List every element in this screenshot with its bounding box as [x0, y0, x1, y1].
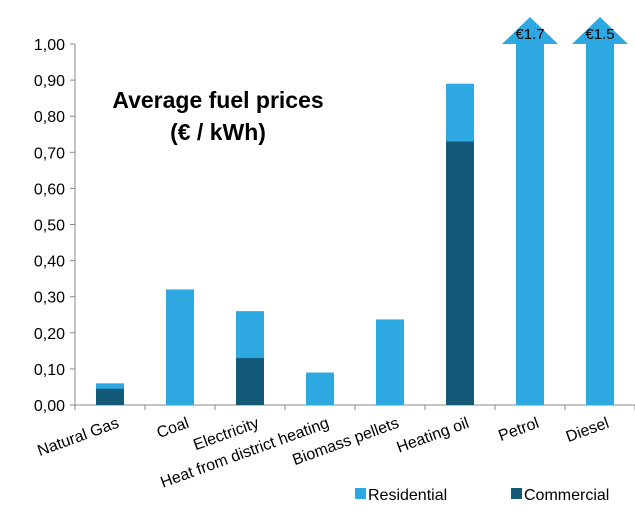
chart-title: Average fuel prices: [112, 87, 323, 113]
y-tick-label: 1,00: [34, 37, 65, 54]
y-tick-label: 0,70: [34, 145, 65, 162]
x-tick-label: Natural Gas: [35, 415, 121, 460]
legend-label: Residential: [368, 487, 447, 504]
bar: [166, 289, 194, 405]
x-tick-label: Coal: [155, 415, 192, 442]
bar: [236, 358, 264, 405]
chart-subtitle: (€ / kWh): [170, 119, 266, 145]
y-tick-label: 0,50: [34, 218, 65, 235]
bar: [306, 372, 334, 405]
y-tick-label: 0,10: [34, 362, 65, 379]
x-tick-label: Heating oil: [395, 415, 472, 457]
x-tick-label: Petrol: [496, 415, 541, 445]
legend-swatch: [355, 488, 366, 499]
y-tick-label: 0,90: [34, 73, 65, 90]
y-tick-label: 0,60: [34, 181, 65, 198]
bar: [446, 141, 474, 405]
overflow-arrow: [572, 17, 628, 405]
y-tick-label: 0,20: [34, 326, 65, 343]
overflow-arrow: [502, 17, 558, 405]
y-tick-label: 0,80: [34, 109, 65, 126]
value-label: €1.5: [585, 26, 614, 43]
legend-label: Commercial: [524, 487, 609, 504]
value-label: €1.7: [515, 26, 544, 43]
bar: [376, 319, 404, 405]
y-tick-label: 0,00: [34, 398, 65, 415]
y-tick-label: 0,40: [34, 254, 65, 271]
y-tick-label: 0,30: [34, 290, 65, 307]
x-tick-label: Diesel: [564, 415, 612, 446]
bar: [96, 388, 124, 405]
legend-swatch: [511, 488, 522, 499]
